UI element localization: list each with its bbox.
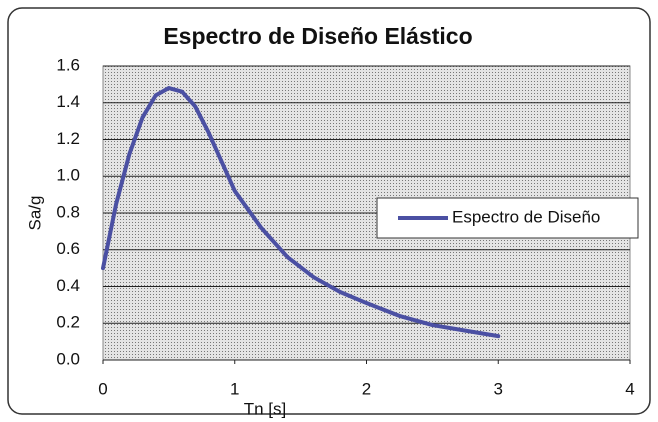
x-tick-label: 3 [494, 379, 503, 398]
x-tick-label: 4 [625, 379, 634, 398]
x-tick-label: 1 [230, 379, 239, 398]
y-tick-label: 0.0 [56, 349, 80, 368]
chart-title: Espectro de Diseño Elástico [163, 23, 472, 49]
y-tick-label: 1.0 [56, 166, 80, 185]
y-tick-label: 1.4 [56, 92, 80, 111]
y-tick-label: 0.8 [56, 202, 80, 221]
y-tick-label: 1.6 [56, 55, 80, 74]
x-tick-label: 0 [98, 379, 107, 398]
legend-label: Espectro de Diseño [452, 207, 600, 226]
x-axis-label: Tn [s] [244, 399, 287, 418]
y-axis-label: Sa/g [25, 196, 44, 231]
y-tick-label: 1.2 [56, 129, 80, 148]
data-line [101, 86, 501, 339]
y-tick-label: 0.2 [56, 313, 80, 332]
y-tick-label: 0.6 [56, 239, 80, 258]
x-tick-label: 2 [362, 379, 371, 398]
y-tick-label: 0.4 [56, 276, 80, 295]
